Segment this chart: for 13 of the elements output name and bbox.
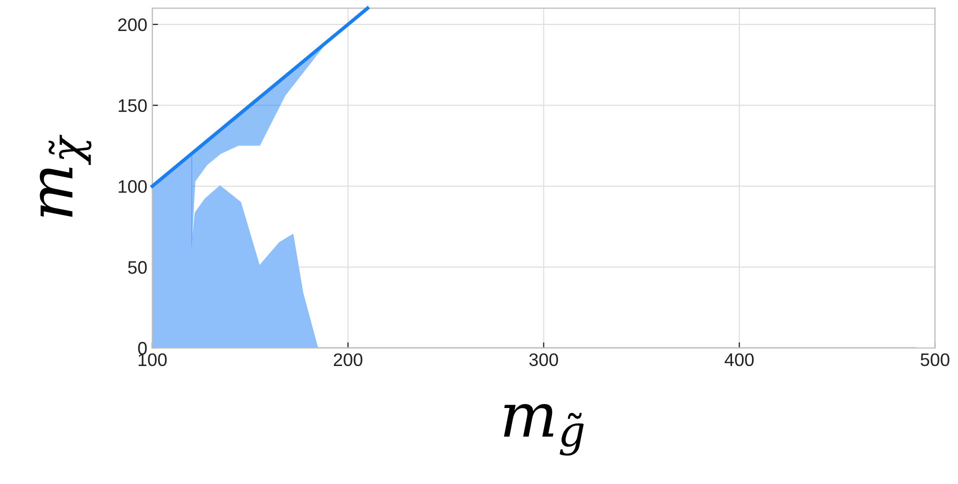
line-series [150,6,370,188]
y-tick-label: 0 [138,342,147,355]
y-tick-label: 100 [118,180,147,193]
x-tick-label: 200 [334,353,362,366]
x-tick-label: 400 [724,353,754,366]
x-tick-label: 500 [920,353,950,366]
y-tick-label: 150 [118,99,147,112]
y-axis-title: m$_{χ̃}$ [40,134,92,217]
x-axis-title: m$_{g̃}$ [504,404,584,456]
y-tick-label: 50 [128,261,147,274]
y-tick-label: 200 [118,18,147,32]
x-tick-label: 100 [138,353,167,366]
x-tick-label: 300 [529,353,558,366]
